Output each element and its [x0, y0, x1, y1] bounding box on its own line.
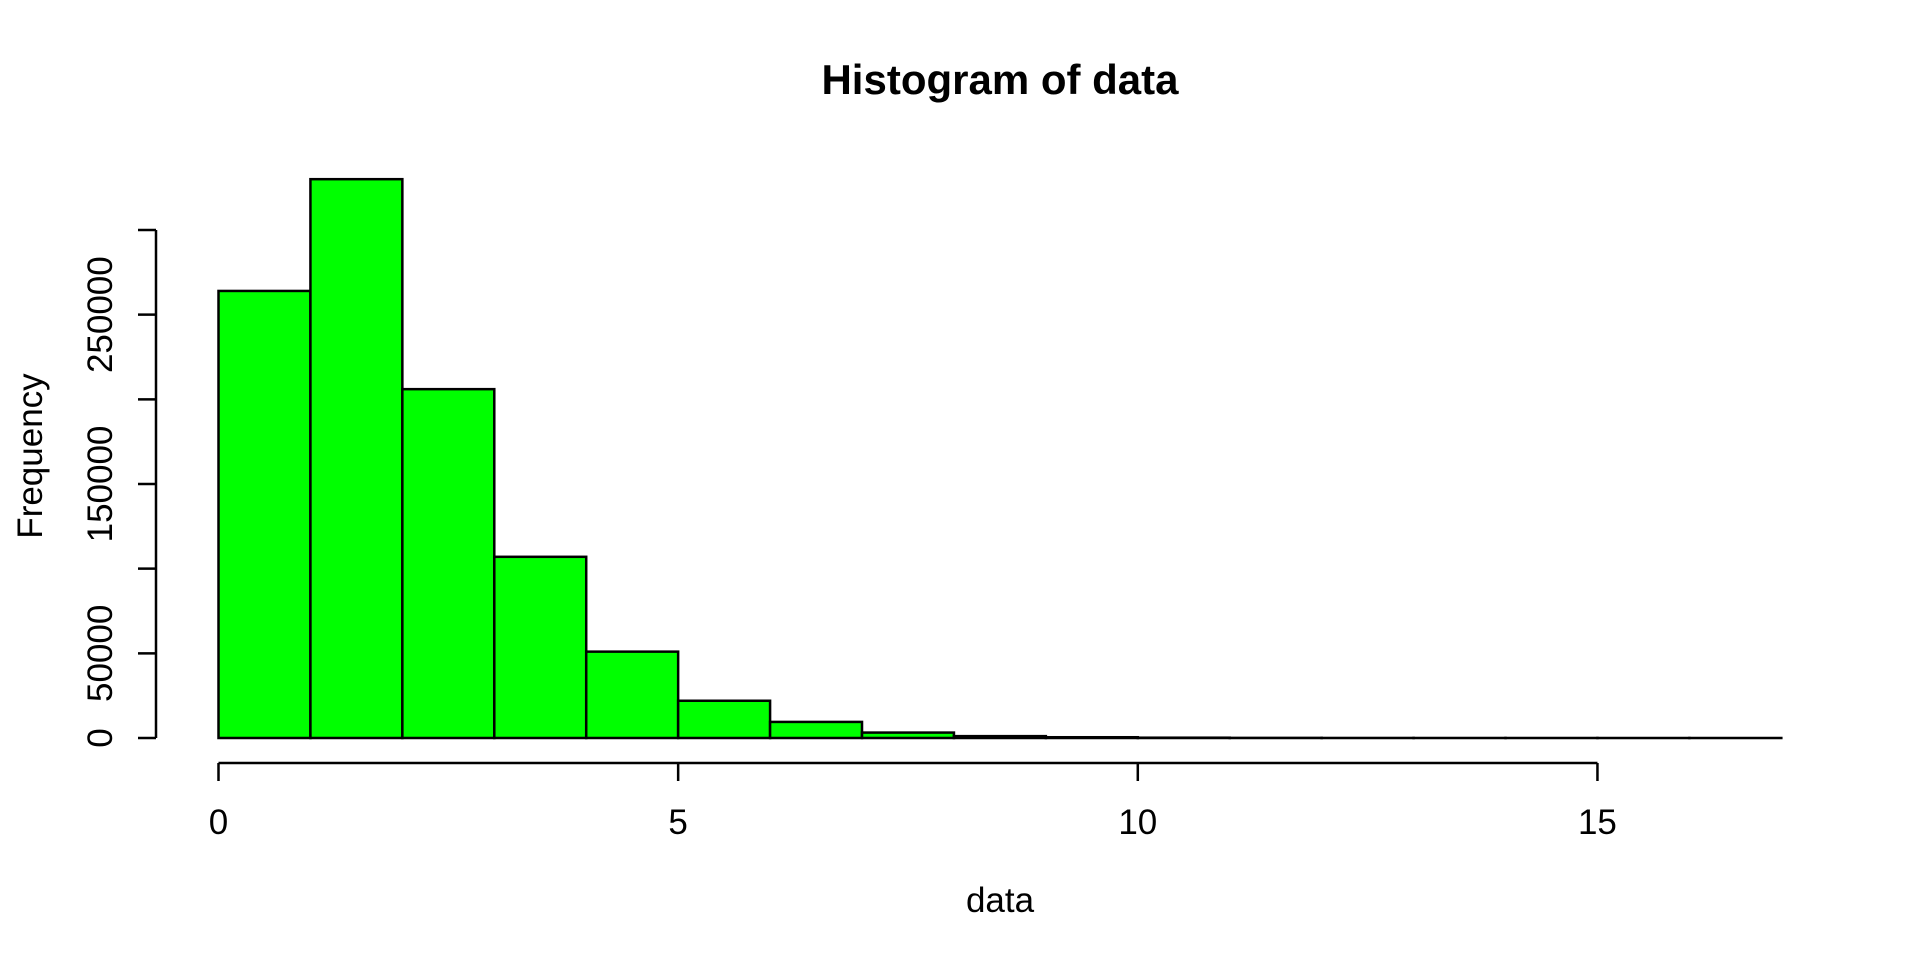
histogram-bar	[768, 720, 864, 740]
y-tick-label: 150000	[81, 426, 120, 543]
x-tick-label: 0	[209, 803, 228, 842]
histogram-bar	[860, 731, 956, 740]
x-tick-label: 15	[1578, 803, 1617, 842]
x-axis: 0 5 10 15	[209, 761, 1617, 842]
y-axis: 0 50000 150000 250000	[81, 228, 158, 748]
y-tick-label: 50000	[81, 605, 120, 702]
histogram-bar	[217, 289, 312, 740]
x-axis-title: data	[966, 881, 1035, 920]
histogram-bar	[584, 650, 680, 740]
histogram-bar	[676, 699, 772, 740]
histogram-bar	[309, 177, 404, 740]
chart-title: Histogram of data	[821, 56, 1179, 103]
y-tick-label: 0	[81, 728, 120, 747]
x-tick-label: 5	[668, 803, 687, 842]
y-tick-label: 250000	[81, 256, 120, 373]
histogram-bar	[493, 555, 588, 740]
histogram-bar	[952, 734, 1048, 740]
bars-group	[217, 177, 1783, 740]
y-axis-title: Frequency	[11, 373, 50, 539]
histogram-bar	[1044, 735, 1140, 740]
histogram-bar	[401, 387, 496, 740]
x-tick-label: 10	[1118, 803, 1157, 842]
